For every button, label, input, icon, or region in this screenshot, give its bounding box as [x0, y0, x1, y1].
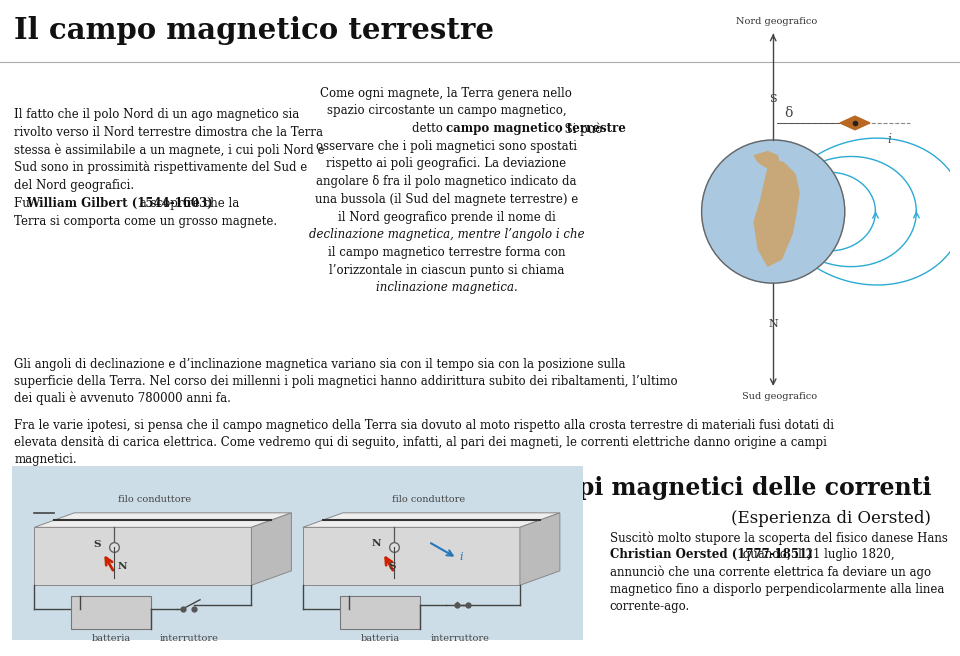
- Text: osservare che i poli magnetici sono spostati: osservare che i poli magnetici sono spos…: [316, 140, 577, 153]
- Text: magnetici.: magnetici.: [14, 453, 77, 466]
- Polygon shape: [520, 513, 560, 585]
- Text: Christian Oersted (1777-1851): Christian Oersted (1777-1851): [610, 548, 812, 562]
- Polygon shape: [755, 161, 799, 266]
- Circle shape: [702, 140, 845, 283]
- Text: rivolto verso il Nord terrestre dimostra che la Terra: rivolto verso il Nord terrestre dimostra…: [14, 126, 324, 139]
- Text: a scoprire che la: a scoprire che la: [136, 197, 240, 210]
- Text: Sud sono in prossimità rispettivamente del Sud e: Sud sono in prossimità rispettivamente d…: [14, 161, 307, 174]
- Text: +: +: [74, 611, 83, 620]
- Text: campo magnetico terrestre: campo magnetico terrestre: [446, 122, 626, 135]
- Polygon shape: [755, 152, 780, 169]
- Text: il Nord geografico prende il nome di: il Nord geografico prende il nome di: [338, 211, 555, 224]
- Text: . Si può: . Si può: [557, 122, 602, 136]
- Polygon shape: [35, 513, 292, 527]
- Text: N: N: [117, 562, 127, 571]
- Text: i: i: [460, 552, 464, 562]
- Text: detto: detto: [412, 122, 446, 135]
- Text: Fra le varie ipotesi, si pensa che il campo magnetico della Terra sia dovuto al : Fra le varie ipotesi, si pensa che il ca…: [14, 419, 834, 432]
- Text: filo conduttore: filo conduttore: [392, 495, 465, 504]
- Text: Come ogni magnete, la Terra genera nello: Come ogni magnete, la Terra genera nello: [321, 87, 572, 100]
- Text: corrente-ago.: corrente-ago.: [610, 600, 690, 613]
- Text: N: N: [372, 539, 381, 548]
- Text: Nord geografico: Nord geografico: [736, 17, 817, 26]
- Text: declinazione magnetica, mentre l’angolo i che: declinazione magnetica, mentre l’angolo …: [308, 228, 585, 241]
- Text: del Nord geografici.: del Nord geografici.: [14, 179, 134, 192]
- Text: superficie della Terra. Nel corso dei millenni i poli magnetici hanno addirittur: superficie della Terra. Nel corso dei mi…: [14, 375, 678, 388]
- Bar: [340, 596, 420, 628]
- Text: batteria: batteria: [92, 634, 132, 643]
- Text: S: S: [93, 541, 101, 549]
- Text: Sud geografico: Sud geografico: [742, 392, 818, 401]
- Polygon shape: [840, 116, 870, 130]
- Polygon shape: [302, 527, 520, 585]
- Bar: [71, 596, 152, 628]
- Text: interruttore: interruttore: [430, 634, 490, 643]
- Text: spazio circostante un campo magnetico,: spazio circostante un campo magnetico,: [326, 104, 566, 117]
- Text: annunciò che una corrente elettrica fa deviare un ago: annunciò che una corrente elettrica fa d…: [610, 565, 931, 579]
- Text: Gli angoli di declinazione e d’inclinazione magnetica variano sia con il tempo s: Gli angoli di declinazione e d’inclinazi…: [14, 358, 626, 371]
- Text: rispetto ai poli geografici. La deviazione: rispetto ai poli geografici. La deviazio…: [326, 157, 566, 171]
- Text: (Esperienza di Oersted): (Esperienza di Oersted): [732, 510, 931, 527]
- Text: interruttore: interruttore: [159, 634, 218, 643]
- Text: S: S: [389, 562, 396, 571]
- Polygon shape: [252, 513, 292, 585]
- Text: una bussola (il Sud del magnete terrestre) e: una bussola (il Sud del magnete terrestr…: [315, 193, 578, 206]
- Text: angolare δ fra il polo magnetico indicato da: angolare δ fra il polo magnetico indicat…: [316, 175, 577, 188]
- Text: filo conduttore: filo conduttore: [118, 495, 191, 504]
- Text: Il campo magnetico terrestre: Il campo magnetico terrestre: [14, 16, 494, 45]
- Text: i: i: [887, 133, 891, 146]
- Text: +: +: [343, 611, 351, 620]
- Text: inclinazione magnetica.: inclinazione magnetica.: [375, 281, 517, 295]
- Text: elevata densità di carica elettrica. Come vedremo qui di seguito, infatti, al pa: elevata densità di carica elettrica. Com…: [14, 436, 828, 449]
- Text: Il fatto che il polo Nord di un ago magnetico sia: Il fatto che il polo Nord di un ago magn…: [14, 108, 300, 121]
- Text: δ: δ: [784, 106, 792, 120]
- Text: il campo magnetico terrestre forma con: il campo magnetico terrestre forma con: [327, 246, 565, 259]
- Text: quando, il 21 luglio 1820,: quando, il 21 luglio 1820,: [739, 548, 895, 562]
- Text: −: −: [74, 619, 84, 632]
- Text: stessa è assimilabile a un magnete, i cui poli Nord e: stessa è assimilabile a un magnete, i cu…: [14, 144, 324, 157]
- Polygon shape: [302, 513, 560, 527]
- Text: magnetico fino a disporlo perpendicolarmente alla linea: magnetico fino a disporlo perpendicolarm…: [610, 583, 944, 596]
- Text: −: −: [343, 619, 353, 632]
- Text: l’orizzontale in ciascun punto si chiama: l’orizzontale in ciascun punto si chiama: [328, 264, 564, 277]
- Text: Fu: Fu: [14, 197, 34, 210]
- Text: Suscitò molto stupore la scoperta del fisico danese Hans: Suscitò molto stupore la scoperta del fi…: [610, 531, 948, 545]
- Text: dei quali è avvenuto 780000 anni fa.: dei quali è avvenuto 780000 anni fa.: [14, 392, 231, 405]
- Text: Terra si comporta come un grosso magnete.: Terra si comporta come un grosso magnete…: [14, 215, 277, 228]
- Text: N: N: [768, 319, 778, 329]
- Text: William Gilbert (1544-1603): William Gilbert (1544-1603): [26, 197, 213, 210]
- Text: batteria: batteria: [360, 634, 399, 643]
- Text: S: S: [769, 94, 777, 104]
- Text: Campi magnetici delle correnti: Campi magnetici delle correnti: [518, 476, 931, 500]
- Polygon shape: [35, 527, 252, 585]
